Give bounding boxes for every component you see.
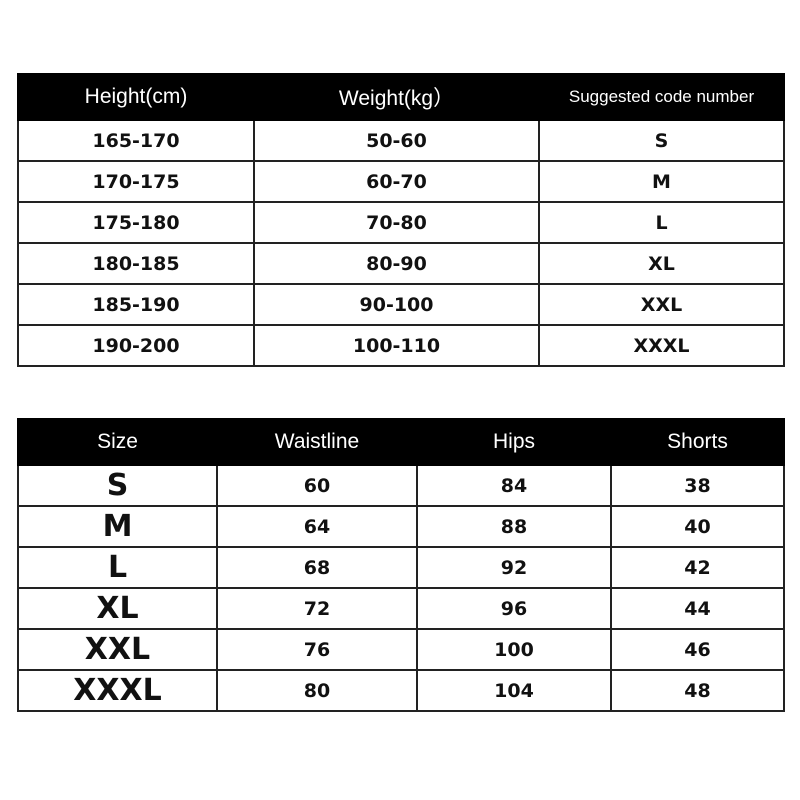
cell-shorts: 48 bbox=[610, 669, 785, 712]
cell-size-code: S bbox=[538, 119, 785, 162]
table-row: 190-200 100-110 XXXL bbox=[17, 324, 785, 367]
table-row: M 64 88 40 bbox=[17, 505, 785, 548]
header-height: Height(cm) bbox=[17, 73, 255, 121]
header-size: Size bbox=[17, 418, 218, 466]
cell-shorts: 44 bbox=[610, 587, 785, 630]
cell-hips: 88 bbox=[416, 505, 612, 548]
cell-size-code: XXXL bbox=[538, 324, 785, 367]
header-hips: Hips bbox=[416, 418, 612, 466]
cell-hips: 84 bbox=[416, 464, 612, 507]
header-suggested-code: Suggested code number bbox=[538, 73, 785, 121]
cell-size: S bbox=[17, 464, 218, 507]
cell-shorts: 46 bbox=[610, 628, 785, 671]
table-row: XL 72 96 44 bbox=[17, 587, 785, 630]
cell-size: M bbox=[17, 505, 218, 548]
header-waistline: Waistline bbox=[216, 418, 418, 466]
cell-hips: 104 bbox=[416, 669, 612, 712]
header-weight: Weight(kg） bbox=[253, 73, 540, 121]
cell-size-code: XL bbox=[538, 242, 785, 285]
cell-height: 175-180 bbox=[17, 201, 255, 244]
cell-hips: 92 bbox=[416, 546, 612, 589]
cell-size-code: L bbox=[538, 201, 785, 244]
table-row: 170-175 60-70 M bbox=[17, 160, 785, 203]
table-row: 185-190 90-100 XXL bbox=[17, 283, 785, 326]
cell-shorts: 40 bbox=[610, 505, 785, 548]
cell-weight: 100-110 bbox=[253, 324, 540, 367]
cell-weight: 90-100 bbox=[253, 283, 540, 326]
height-weight-size-table: Height(cm) Weight(kg） Suggested code num… bbox=[17, 73, 785, 367]
cell-waistline: 76 bbox=[216, 628, 418, 671]
size-measurement-table: Size Waistline Hips Shorts S 60 84 38 M 64 88 4… bbox=[17, 418, 785, 712]
table-row: L 68 92 42 bbox=[17, 546, 785, 589]
cell-shorts: 38 bbox=[610, 464, 785, 507]
cell-waistline: 60 bbox=[216, 464, 418, 507]
table-row: 175-180 70-80 L bbox=[17, 201, 785, 244]
cell-weight: 50-60 bbox=[253, 119, 540, 162]
table-header-row: Height(cm) Weight(kg） Suggested code num… bbox=[17, 73, 785, 121]
table-row: S 60 84 38 bbox=[17, 464, 785, 507]
cell-weight: 70-80 bbox=[253, 201, 540, 244]
cell-size: XXXL bbox=[17, 669, 218, 712]
cell-height: 185-190 bbox=[17, 283, 255, 326]
cell-waistline: 80 bbox=[216, 669, 418, 712]
cell-height: 180-185 bbox=[17, 242, 255, 285]
cell-size-code: XXL bbox=[538, 283, 785, 326]
cell-waistline: 72 bbox=[216, 587, 418, 630]
cell-hips: 96 bbox=[416, 587, 612, 630]
header-shorts: Shorts bbox=[610, 418, 785, 466]
cell-waistline: 64 bbox=[216, 505, 418, 548]
table-row: 165-170 50-60 S bbox=[17, 119, 785, 162]
cell-shorts: 42 bbox=[610, 546, 785, 589]
cell-hips: 100 bbox=[416, 628, 612, 671]
cell-weight: 60-70 bbox=[253, 160, 540, 203]
cell-waistline: 68 bbox=[216, 546, 418, 589]
cell-size: XL bbox=[17, 587, 218, 630]
table-row: 180-185 80-90 XL bbox=[17, 242, 785, 285]
table-row: XXL 76 100 46 bbox=[17, 628, 785, 671]
cell-size: XXL bbox=[17, 628, 218, 671]
cell-height: 165-170 bbox=[17, 119, 255, 162]
cell-size: L bbox=[17, 546, 218, 589]
cell-weight: 80-90 bbox=[253, 242, 540, 285]
cell-height: 190-200 bbox=[17, 324, 255, 367]
cell-size-code: M bbox=[538, 160, 785, 203]
table-header-row: Size Waistline Hips Shorts bbox=[17, 418, 785, 466]
table-row: XXXL 80 104 48 bbox=[17, 669, 785, 712]
cell-height: 170-175 bbox=[17, 160, 255, 203]
